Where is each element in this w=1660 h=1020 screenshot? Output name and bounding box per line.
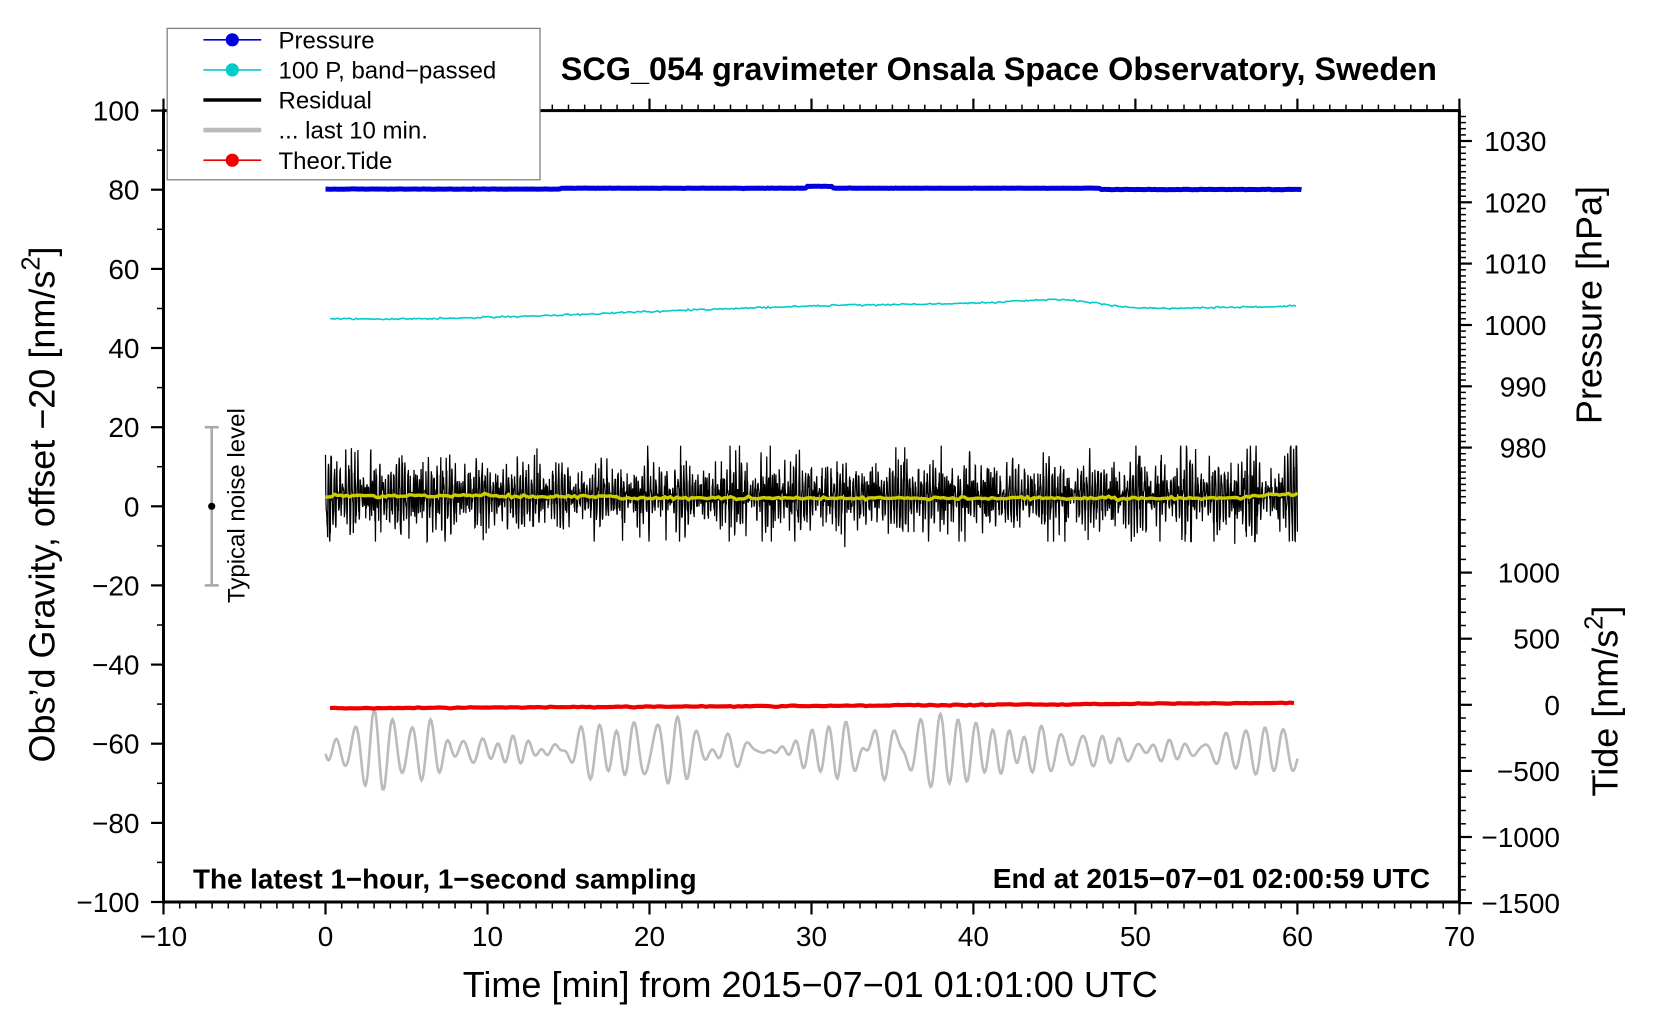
svg-text:70: 70 — [1444, 921, 1475, 952]
svg-text:Obs’d Gravity, offset −20 [nm/: Obs’d Gravity, offset −20 [nm/s2] — [18, 246, 63, 762]
svg-text:1010: 1010 — [1484, 249, 1546, 280]
svg-text:1000: 1000 — [1484, 310, 1546, 341]
svg-text:−60: −60 — [92, 729, 140, 760]
svg-text:Time [min] from 2015−07−01 01:: Time [min] from 2015−07−01 01:01:00 UTC — [463, 964, 1158, 1005]
svg-text:100: 100 — [93, 96, 140, 127]
svg-text:Typical noise level: Typical noise level — [224, 408, 251, 603]
svg-text:100 P, band−passed: 100 P, band−passed — [279, 58, 497, 85]
svg-text:The latest 1−hour, 1−second sa: The latest 1−hour, 1−second sampling — [193, 863, 697, 894]
svg-text:Pressure: Pressure — [279, 27, 375, 54]
svg-text:990: 990 — [1500, 371, 1547, 402]
svg-text:Residual: Residual — [279, 88, 372, 115]
svg-text:40: 40 — [108, 333, 139, 364]
svg-text:980: 980 — [1500, 433, 1547, 464]
svg-text:10: 10 — [472, 921, 503, 952]
svg-text:0: 0 — [124, 491, 140, 522]
svg-text:500: 500 — [1513, 624, 1560, 655]
svg-text:0: 0 — [318, 921, 334, 952]
svg-text:End at 2015−07−01 02:00:59 UTC: End at 2015−07−01 02:00:59 UTC — [993, 863, 1430, 894]
svg-text:80: 80 — [108, 175, 139, 206]
svg-text:50: 50 — [1120, 921, 1151, 952]
svg-text:60: 60 — [1282, 921, 1313, 952]
svg-text:−20: −20 — [92, 570, 140, 601]
svg-text:60: 60 — [108, 254, 139, 285]
svg-text:20: 20 — [108, 412, 139, 443]
svg-text:0: 0 — [1544, 690, 1560, 721]
svg-text:30: 30 — [796, 921, 827, 952]
svg-text:−1500: −1500 — [1481, 888, 1560, 919]
svg-text:−40: −40 — [92, 650, 140, 681]
svg-text:1030: 1030 — [1484, 126, 1546, 157]
svg-text:−80: −80 — [92, 808, 140, 839]
svg-text:−500: −500 — [1497, 756, 1560, 787]
svg-text:−100: −100 — [76, 887, 139, 918]
svg-text:1000: 1000 — [1498, 558, 1560, 589]
svg-text:Tide [nm/s2]: Tide [nm/s2] — [1581, 606, 1626, 797]
svg-text:... last 10 min.: ... last 10 min. — [279, 118, 428, 145]
svg-text:SCG_054 gravimeter Onsala Spac: SCG_054 gravimeter Onsala Space Observat… — [561, 51, 1437, 87]
svg-text:Pressure [hPa]: Pressure [hPa] — [1569, 186, 1610, 424]
svg-text:1020: 1020 — [1484, 187, 1546, 218]
svg-text:40: 40 — [958, 921, 989, 952]
svg-text:Theor.Tide: Theor.Tide — [279, 148, 393, 175]
svg-text:20: 20 — [634, 921, 665, 952]
svg-text:−1000: −1000 — [1481, 822, 1560, 853]
svg-text:−10: −10 — [140, 921, 188, 952]
